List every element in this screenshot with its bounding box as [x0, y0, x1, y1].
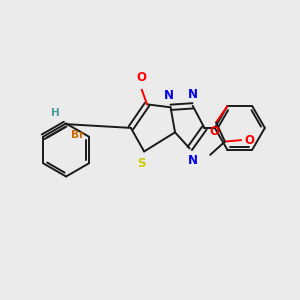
- Text: O: O: [244, 134, 254, 147]
- Text: O: O: [210, 125, 220, 138]
- Text: H: H: [50, 108, 59, 118]
- Text: Br: Br: [71, 130, 85, 140]
- Text: N: N: [164, 89, 174, 102]
- Text: S: S: [137, 158, 146, 170]
- Text: N: N: [188, 154, 198, 167]
- Text: N: N: [188, 88, 198, 100]
- Text: O: O: [137, 71, 147, 84]
